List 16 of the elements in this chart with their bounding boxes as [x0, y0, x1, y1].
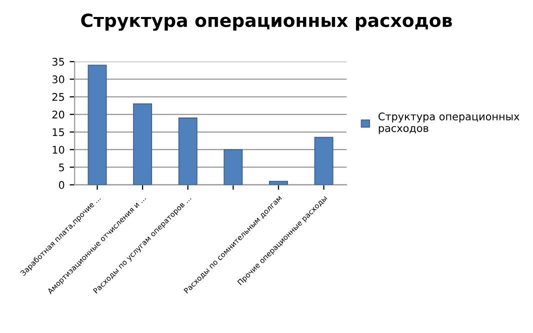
bar	[314, 136, 334, 185]
y-tick-label: 25	[52, 93, 64, 101]
y-tick-label: 0	[58, 181, 64, 189]
legend-label: Структура операционных расходов	[378, 112, 520, 134]
bar	[133, 103, 152, 185]
y-tick-label: 35	[52, 58, 64, 66]
bar	[269, 180, 288, 185]
y-tick-label: 15	[52, 128, 64, 136]
bar	[88, 64, 107, 185]
y-tick-label: 5	[59, 164, 64, 172]
y-tick-label: 30	[52, 75, 64, 84]
bar	[178, 118, 198, 185]
bar	[224, 149, 243, 185]
chart-title: Структура операционных расходов	[81, 14, 452, 31]
y-tick-label: 20	[52, 110, 64, 119]
y-tick-label: 10	[52, 146, 64, 154]
